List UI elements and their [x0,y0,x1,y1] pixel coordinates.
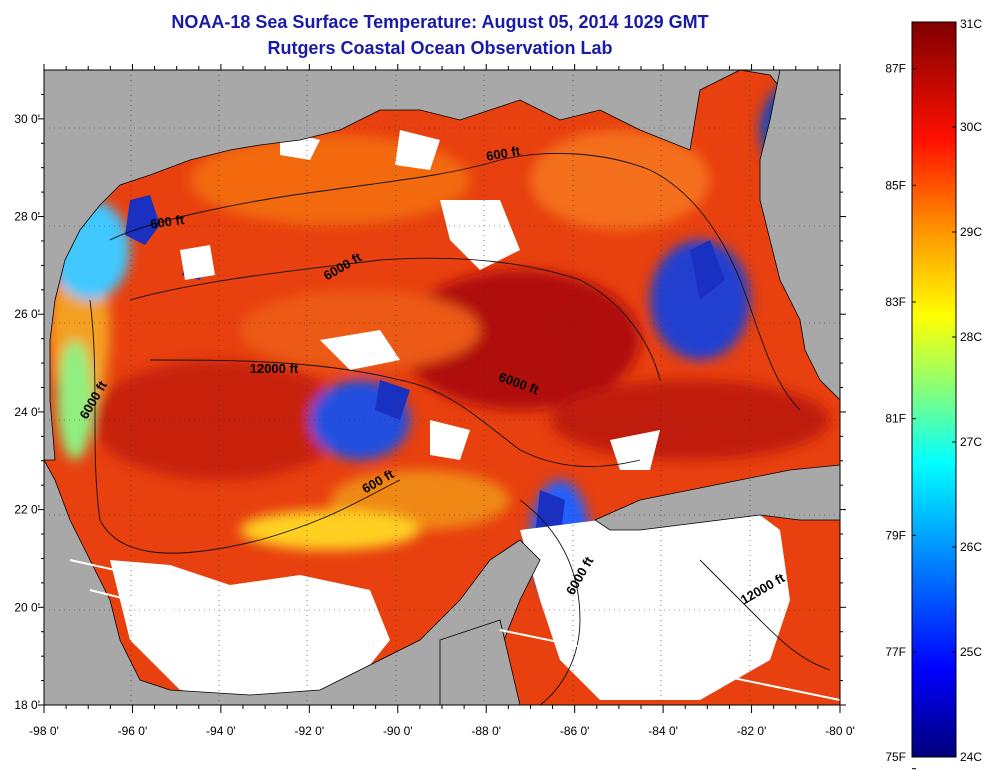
colorbar-celsius-label: 25C [960,645,982,659]
contour-label: 600 ft [485,143,522,164]
colorbar-celsius-label: 27C [960,435,982,449]
colorbar-celsius-labels: 31C 30C 29C 28C 27C 26C 25C 24C [952,17,982,764]
scan-gaps [69,559,840,701]
colorbar-celsius-label: 28C [960,330,982,344]
colorbar-fahrenheit-label: 77F [885,645,906,659]
bathymetry-contours [89,153,831,705]
lon-label: -84 0' [648,724,678,738]
lat-label: 20 0' [14,600,40,614]
contour-label: 600 ft [149,212,185,232]
lon-label: -80 0' [825,724,855,738]
contour-label: 12000 ft [250,361,299,376]
colorbar-fahrenheit-label: 79F [885,528,906,542]
lat-label: 18 0' [14,698,40,712]
colorbar-celsius-label: 31C [960,17,982,31]
lat-label: 22 0' [14,503,40,517]
colorbar-fahrenheit-labels: 87F 85F 83F 81F 79F 77F 75F [885,62,916,770]
colorbar-celsius-label: 26C [960,540,982,554]
colorbar [911,21,957,758]
graticule [44,70,840,705]
map-subtitle: Rutgers Coastal Ocean Observation Lab [267,38,613,58]
lon-label: -90 0' [383,724,413,738]
lon-label: -86 0' [560,724,590,738]
lat-label: 30 0' [14,112,40,126]
colorbar-fahrenheit-label: 87F [885,62,906,76]
map-title: NOAA-18 Sea Surface Temperature: August … [171,12,709,32]
colorbar-fahrenheit-label: 75F [885,750,906,764]
lon-label: -88 0' [471,724,501,738]
land [44,70,840,705]
lat-labels: 18 0' 20 0' 22 0' 24 0' 26 0' 28 0' 30 0' [14,112,40,712]
axis-ticks [38,64,846,713]
lon-label: -98 0' [29,724,59,738]
lon-label: -96 0' [118,724,148,738]
colorbar-fahrenheit-label: 85F [885,178,906,192]
cloud-mask [110,130,790,700]
colorbar-fahrenheit-label: 83F [885,295,906,309]
lon-labels: -98 0' -96 0' -94 0' -92 0' -90 0' -88 0' -86 … [29,724,855,738]
lon-label: -92 0' [295,724,325,738]
colorbar-fahrenheit-label: 81F [885,412,906,426]
lat-label: 26 0' [14,307,40,321]
lat-label: 28 0' [14,210,40,224]
lon-label: -94 0' [206,724,236,738]
lat-label: 24 0' [14,405,40,419]
colorbar-celsius-label: 24C [960,750,982,764]
colorbar-celsius-label: 29C [960,225,982,239]
colorbar-celsius-label: 30C [960,120,982,134]
lon-label: -82 0' [737,724,767,738]
